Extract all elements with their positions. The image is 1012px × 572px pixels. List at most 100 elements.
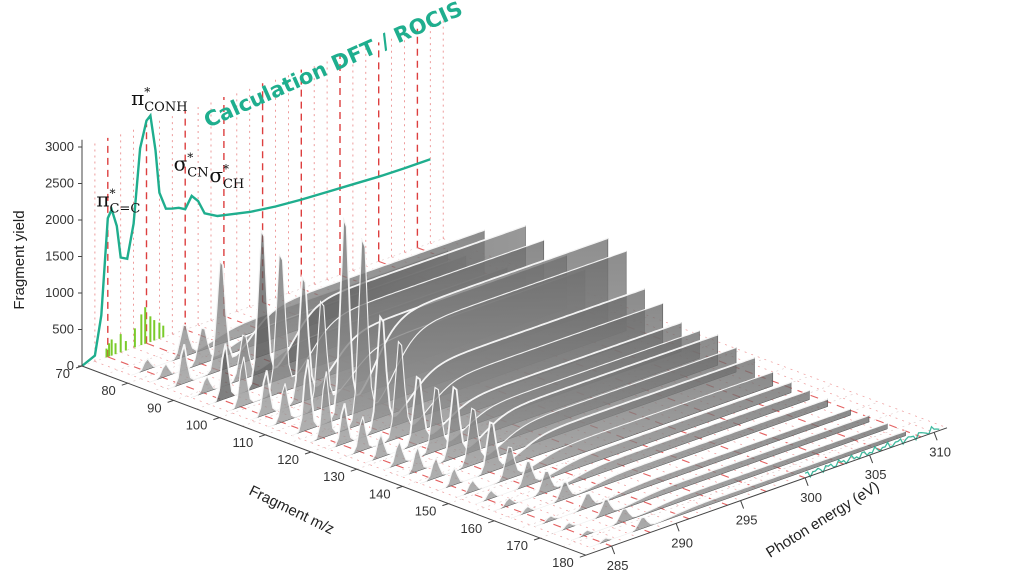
- fragment-spectrum-line: [346, 302, 663, 457]
- y-tick-label: 1500: [45, 249, 74, 264]
- floor-grid-line: [391, 256, 896, 447]
- floor-grid-line: [159, 338, 664, 529]
- y-tick-label: 0: [67, 358, 74, 373]
- x-tick-mark: [213, 417, 220, 421]
- floor-grid-line: [210, 320, 715, 511]
- fragment-spectrum-line: [571, 422, 888, 541]
- fragment-spectrum-line: [589, 429, 906, 549]
- fragment-spectrum-line: [364, 321, 682, 464]
- floor-grid-line: [275, 297, 780, 488]
- x-tick-label: 70: [56, 366, 70, 381]
- y-axis-title: Fragment yield: [11, 210, 28, 309]
- z-tick-mark: [933, 432, 938, 441]
- x-tick-label: 180: [552, 555, 574, 570]
- fragment-spectrum-line: [167, 229, 485, 390]
- x-tick-label: 140: [369, 486, 391, 501]
- x-tick-mark: [488, 520, 495, 524]
- x-tick-mark: [259, 434, 266, 438]
- floor-grid-line: [404, 251, 909, 442]
- x-tick-label: 110: [232, 435, 253, 450]
- edge-noise-trace: [804, 425, 940, 479]
- fragment-spectrum-line: [474, 381, 792, 506]
- y-tick-label: 2000: [45, 212, 74, 227]
- x-tick-mark: [442, 503, 449, 507]
- floor-mz-line: [562, 418, 925, 547]
- x-axis-title: Fragment m/z: [246, 482, 337, 538]
- floor-mz-line: [81, 238, 444, 367]
- x-tick-mark: [121, 382, 128, 386]
- x-axis-line: [81, 365, 586, 556]
- total-yield-curve: [81, 112, 431, 367]
- x-tick-mark: [533, 537, 541, 541]
- z-tick-label: 295: [736, 513, 758, 528]
- z-axis-line: [585, 427, 948, 556]
- floor-grid-line: [430, 242, 935, 433]
- x-tick-label: 100: [186, 418, 208, 433]
- x-tick-mark: [396, 485, 403, 489]
- floor-grid-line: [94, 361, 599, 551]
- fragment-spectrum-line: [401, 333, 719, 478]
- floor-grid-line: [326, 279, 832, 470]
- peak-label: π* CONH: [131, 85, 187, 115]
- z-tick-label: 310: [929, 444, 951, 459]
- floor-grid-line: [443, 238, 948, 429]
- fragment-spectrum-line: [534, 408, 851, 528]
- fragment-spectrum-line: [552, 414, 870, 535]
- floor-grid-line: [249, 306, 754, 497]
- x-tick-mark: [579, 554, 586, 558]
- z-tick-label: 300: [800, 490, 822, 505]
- fragment-spectrum-line: [209, 224, 526, 406]
- floor-grid-line: [120, 352, 625, 542]
- z-tick-label: 305: [865, 467, 887, 482]
- x-tick-label: 150: [415, 504, 437, 519]
- peak-label: σ* CN: [174, 150, 209, 180]
- axes: 0 500 1000 1500 2000 2500 3000 70 80 90 100 110 120 1…: [45, 85, 951, 572]
- peak-label: σ* CH: [209, 162, 244, 192]
- z-tick-label: 285: [607, 558, 629, 572]
- floor-grid-line: [236, 311, 741, 501]
- fragment-spectrum-line: [456, 371, 773, 498]
- floor-grid-line: [197, 324, 703, 515]
- x-tick-mark: [167, 399, 174, 403]
- fragment-spectrum-line: [438, 356, 755, 492]
- calc-title: Calculation DFT / ROCIS: [200, 0, 466, 133]
- z-tick-label: 290: [671, 535, 693, 550]
- z-tick-mark: [740, 500, 745, 509]
- floor-grid-line: [365, 265, 870, 456]
- y-tick-label: 3000: [45, 139, 74, 154]
- fragment-spectrum-line: [493, 389, 810, 512]
- z-axis-title: Photon energy (eV): [763, 478, 882, 561]
- fragment-spectrum-line: [419, 347, 737, 485]
- x-tick-label: 80: [101, 383, 115, 398]
- fragment-spectrum-line: [511, 397, 829, 519]
- floor-grid-line: [314, 283, 819, 474]
- y-tick-label: 500: [52, 322, 74, 337]
- floor-grid-line: [288, 292, 793, 483]
- z-tick-mark: [869, 454, 874, 464]
- x-tick-mark: [350, 468, 357, 472]
- fragment-spectrum-line: [310, 238, 627, 443]
- fragment-spectrum-line: [227, 239, 544, 412]
- z-tick-mark: [675, 523, 680, 532]
- peak-label: π* C=C: [96, 186, 140, 216]
- fragment-spectrum-line: [328, 287, 645, 450]
- x-tick-label: 120: [277, 452, 299, 467]
- x-tick-label: 160: [460, 521, 482, 536]
- y-tick-label: 1000: [45, 285, 74, 300]
- floor-grid-line: [352, 270, 857, 460]
- x-tick-label: 130: [323, 469, 345, 484]
- y-tick-label: 2500: [45, 176, 74, 191]
- fragment-spectra: [131, 217, 906, 549]
- calculation-layer: [81, 112, 940, 479]
- x-tick-label: 170: [506, 538, 528, 553]
- x-tick-mark: [304, 451, 312, 455]
- floor-grid-line: [133, 347, 638, 538]
- floor-grid-line: [172, 333, 677, 524]
- z-tick-mark: [804, 477, 809, 487]
- x-tick-label: 90: [147, 400, 161, 415]
- fragment-spectrum-line: [383, 330, 700, 471]
- z-tick-mark: [611, 545, 616, 555]
- fragment-spectrum-line: [291, 217, 609, 437]
- x-tick-mark: [75, 365, 83, 369]
